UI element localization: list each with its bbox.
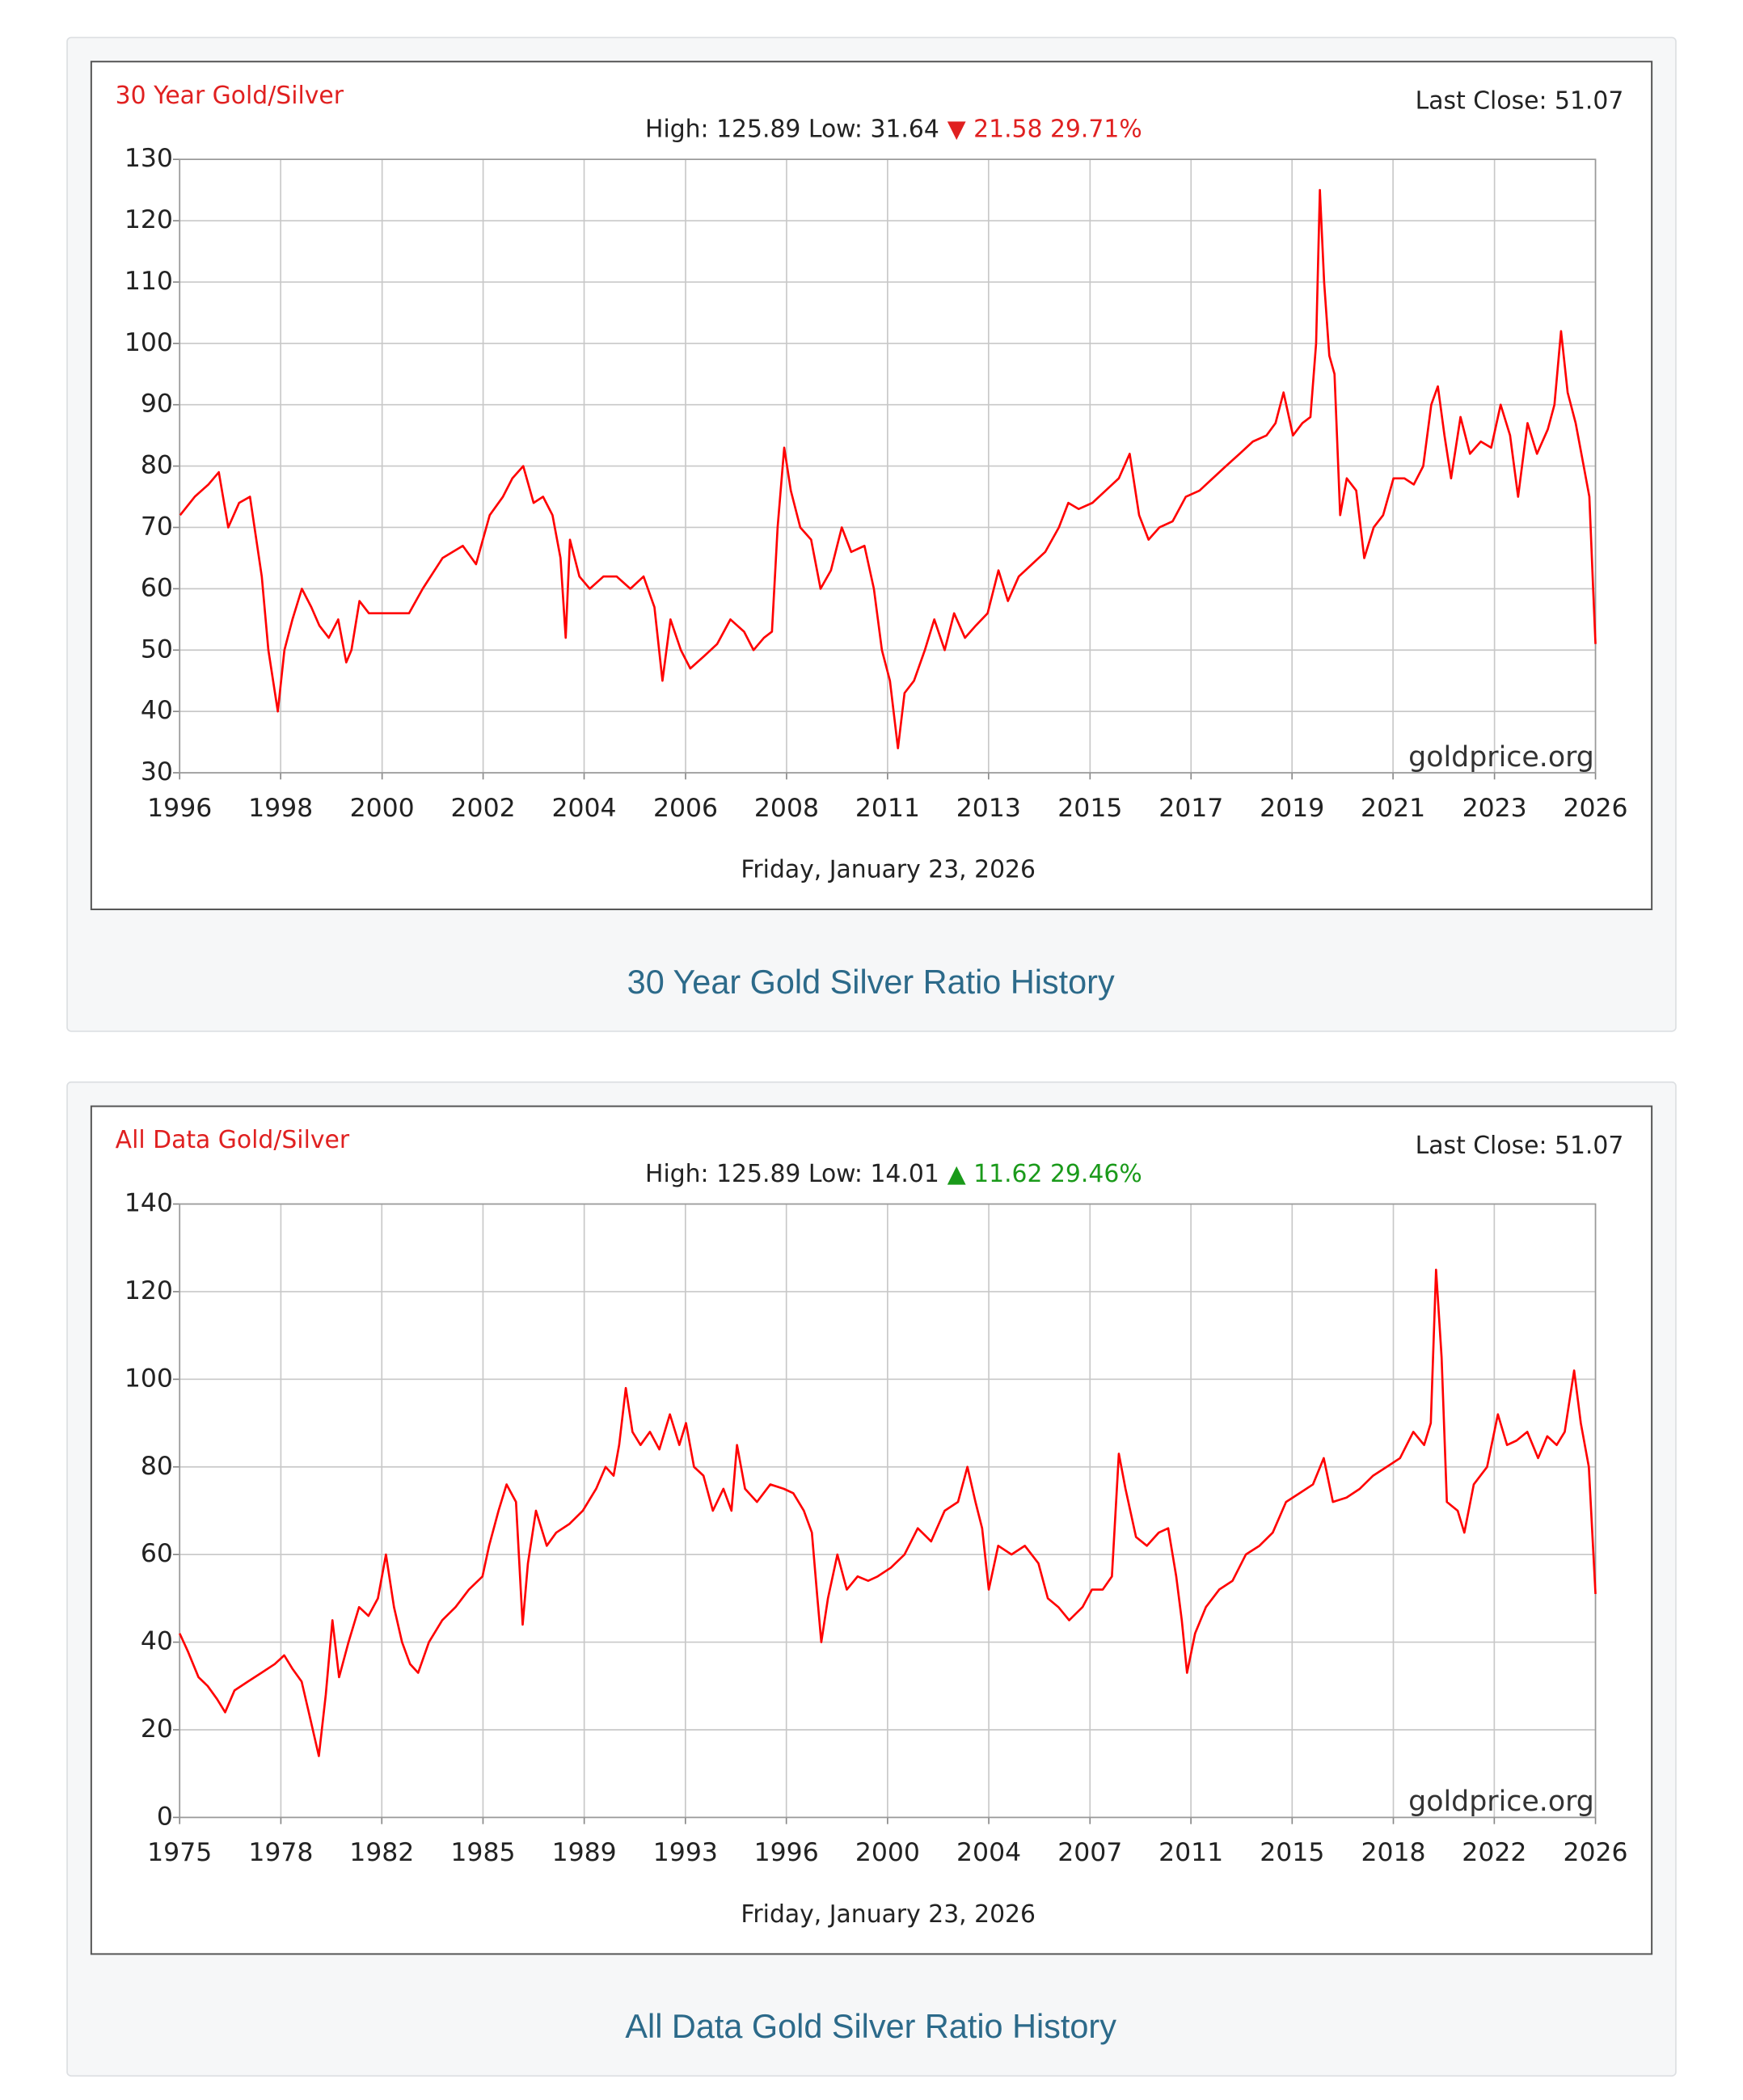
x-tick-label: 1989 <box>552 1838 617 1867</box>
chart-title: All Data Gold/Silver <box>116 1126 350 1154</box>
change: ▲ 11.62 29.46% <box>947 1160 1142 1188</box>
x-tick-label: 1998 <box>248 794 313 823</box>
x-tick-label: 1996 <box>754 1838 819 1867</box>
chart-frame <box>90 1105 1653 1955</box>
high-low: High: 125.89 Low: 14.01 <box>645 1160 939 1188</box>
watermark: goldprice.org <box>1408 1786 1594 1818</box>
x-tick-label: 2026 <box>1564 1838 1628 1867</box>
x-tick-label: 2018 <box>1361 1838 1425 1867</box>
x-tick-label: 2004 <box>956 1838 1021 1867</box>
stats-line: High: 125.89 Low: 31.64 ▼ 21.58 29.71% <box>645 115 1142 143</box>
y-tick-label: 120 <box>124 205 173 234</box>
x-tick-label: 2008 <box>754 794 819 823</box>
x-tick-label: 2011 <box>1158 1838 1223 1867</box>
y-tick-label: 40 <box>141 1627 173 1656</box>
x-tick-label: 2026 <box>1564 794 1628 823</box>
x-tick-label: 2017 <box>1158 794 1223 823</box>
plot-border <box>179 1203 1597 1819</box>
x-tick-label: 1996 <box>147 794 212 823</box>
x-tick-label: 2015 <box>1260 1838 1324 1867</box>
y-tick-label: 120 <box>124 1276 173 1305</box>
y-tick-label: 60 <box>141 1539 173 1568</box>
x-tick-label: 2000 <box>855 1838 920 1867</box>
chart-card: 30 40 50 60 70 80 90 100 110 120 130 1996 1998 2000 20… <box>66 36 1677 1032</box>
x-tick-label: 2023 <box>1462 794 1527 823</box>
plot-border <box>179 158 1597 774</box>
x-tick-label: 2013 <box>956 794 1021 823</box>
x-tick-label: 1985 <box>450 1838 515 1867</box>
y-tick-label: 80 <box>141 1452 173 1481</box>
x-tick-label: 2011 <box>855 794 920 823</box>
last-close: Last Close: 51.07 <box>1416 1132 1624 1160</box>
x-tick-label: 2021 <box>1361 794 1425 823</box>
chart-frame <box>90 61 1653 911</box>
y-tick-label: 20 <box>141 1714 173 1744</box>
y-tick-label: 140 <box>124 1189 173 1218</box>
y-tick-label: 0 <box>157 1802 173 1831</box>
x-tick-label: 1982 <box>349 1838 414 1867</box>
y-tick-label: 110 <box>124 267 173 296</box>
last-close: Last Close: 51.07 <box>1416 86 1624 115</box>
x-tick-label: 1978 <box>248 1838 313 1867</box>
x-tick-label: 2007 <box>1057 1838 1122 1867</box>
data-line <box>179 188 1597 749</box>
change: ▼ 21.58 29.71% <box>947 115 1142 143</box>
y-tick-label: 80 <box>141 451 173 480</box>
x-tick-label: 2015 <box>1057 794 1122 823</box>
y-tick-label: 90 <box>141 390 173 419</box>
y-tick-label: 70 <box>141 512 173 541</box>
y-tick-label: 30 <box>141 757 173 786</box>
y-tick-label: 100 <box>124 1364 173 1393</box>
date-label: Friday, January 23, 2026 <box>741 1900 1036 1929</box>
chart-title: 30 Year Gold/Silver <box>116 82 344 110</box>
y-tick-label: 130 <box>124 144 173 173</box>
y-tick-label: 50 <box>141 635 173 664</box>
data-line <box>179 1268 1597 1757</box>
high-low: High: 125.89 Low: 31.64 <box>645 115 939 143</box>
stats-line: High: 125.89 Low: 14.01 ▲ 11.62 29.46% <box>645 1160 1142 1188</box>
y-tick-label: 100 <box>124 328 173 357</box>
x-tick-label: 2002 <box>451 794 516 823</box>
x-tick-label: 2022 <box>1462 1838 1526 1867</box>
x-tick-label: 1993 <box>653 1838 718 1867</box>
y-tick-label: 40 <box>141 696 173 725</box>
chart-card: 0 20 40 60 80 100 120 140 1975 1978 1982 1985 1989 19… <box>66 1081 1677 2077</box>
date-label: Friday, January 23, 2026 <box>741 855 1036 883</box>
x-tick-label: 2019 <box>1260 794 1324 823</box>
x-tick-label: 1975 <box>147 1838 212 1867</box>
caption-link[interactable]: 30 Year Gold Silver Ratio History <box>627 964 1115 1001</box>
x-tick-label: 2006 <box>653 794 718 823</box>
caption-link[interactable]: All Data Gold Silver Ratio History <box>625 2008 1116 2045</box>
y-tick-label: 60 <box>141 573 173 602</box>
x-tick-label: 2004 <box>551 794 616 823</box>
x-tick-label: 2000 <box>350 794 415 823</box>
watermark: goldprice.org <box>1408 741 1594 774</box>
